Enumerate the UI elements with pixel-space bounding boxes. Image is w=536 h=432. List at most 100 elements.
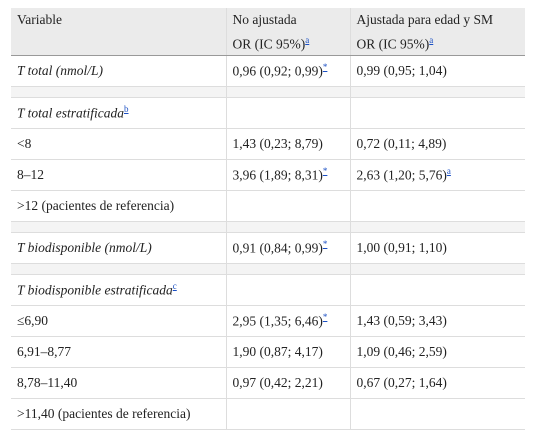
value-cell: 1,43 (0,59; 3,43) <box>349 304 525 337</box>
footnote-marker: a <box>447 165 451 177</box>
value-text: 3,96 (1,89; 8,31) <box>232 167 323 183</box>
footnote-marker: * <box>323 238 328 250</box>
value-cell: 3,96 (1,89; 8,31)* <box>225 158 350 191</box>
section-title-cell: T total (nmol/L) <box>11 54 226 87</box>
section-title: T total estratificada <box>17 105 125 121</box>
header-line: Variable <box>17 12 62 27</box>
footnote-link[interactable]: * <box>322 312 328 323</box>
spacer-row <box>11 85 525 98</box>
footnote-link[interactable]: b <box>124 104 129 115</box>
section-row: T total estratificadab <box>11 96 525 129</box>
value-cell: 0,96 (0,92; 0,99)* <box>225 54 350 87</box>
footnote-link[interactable]: * <box>322 239 328 250</box>
table-body: T total (nmol/L) 0,96 (0,92; 0,99)* 0,99 (… <box>11 54 525 430</box>
row-label: ≤6,90 <box>17 312 49 328</box>
label-cell: 6,91–8,77 <box>11 335 226 368</box>
footnote-marker: a <box>305 34 309 46</box>
row-label: 8–12 <box>17 166 44 182</box>
spacer-row <box>11 220 525 233</box>
value-text: 0,67 (0,27; 1,64) <box>356 374 447 390</box>
spacer-cell <box>11 262 226 275</box>
spacer-cell <box>349 262 525 275</box>
footnote-marker: * <box>323 165 328 177</box>
section-title-cell: T total estratificadab <box>11 96 226 129</box>
row-label: 8,78–11,40 <box>17 374 78 390</box>
row-label: >11,40 (pacientes de referencia) <box>17 405 191 421</box>
label-cell: <8 <box>11 127 226 160</box>
row-label: 6,91–8,77 <box>17 343 71 359</box>
spacer-cell <box>225 262 350 275</box>
footnote-marker: * <box>323 311 328 323</box>
data-row: >11,40 (pacientes de referencia) <box>11 397 525 430</box>
data-row: <8 1,43 (0,23; 8,79) 0,72 (0,11; 4,89) <box>11 127 525 160</box>
value-text: 1,43 (0,59; 3,43) <box>356 312 447 328</box>
spacer-cell <box>225 85 350 98</box>
value-cell <box>225 96 350 129</box>
value-cell <box>225 397 350 430</box>
header-line: OR (IC 95%) <box>232 36 306 52</box>
label-cell: ≤6,90 <box>11 304 226 337</box>
value-cell: 1,43 (0,23; 8,79) <box>225 127 350 160</box>
row-label: <8 <box>17 135 32 151</box>
value-text: 2,95 (1,35; 6,46) <box>232 313 323 329</box>
column-header: Ajustada para edad y SM OR (IC 95%)a <box>349 8 525 56</box>
footnote-marker: a <box>429 34 433 46</box>
footnote-marker: b <box>124 103 129 115</box>
column-header: No ajustada OR (IC 95%)a <box>225 8 350 56</box>
value-text: 1,43 (0,23; 8,79) <box>232 135 323 151</box>
value-text: 1,00 (0,91; 1,10) <box>356 239 447 255</box>
label-cell: >12 (pacientes de referencia) <box>11 189 226 222</box>
value-cell <box>349 96 525 129</box>
value-text: 0,99 (0,95; 1,04) <box>356 62 447 78</box>
value-cell: 1,00 (0,91; 1,10) <box>349 231 525 264</box>
data-row: ≤6,90 2,95 (1,35; 6,46)* 1,43 (0,59; 3,43) <box>11 304 525 337</box>
footnote-marker: c <box>173 280 177 292</box>
value-text: 0,97 (0,42; 2,21) <box>232 374 323 390</box>
value-text: 0,91 (0,84; 0,99) <box>232 240 323 256</box>
footnote-link[interactable]: a <box>305 35 310 45</box>
section-title-cell: T biodisponible (nmol/L) <box>11 231 226 264</box>
value-cell: 1,09 (0,46; 2,59) <box>349 335 525 368</box>
label-cell: >11,40 (pacientes de referencia) <box>11 397 226 430</box>
footnote-link[interactable]: c <box>172 281 177 292</box>
section-row: T biodisponible estratificadac <box>11 273 525 306</box>
value-text: 1,09 (0,46; 2,59) <box>356 343 447 359</box>
section-title-cell: T biodisponible estratificadac <box>11 273 226 306</box>
header-line: OR (IC 95%) <box>356 36 430 52</box>
value-cell: 0,72 (0,11; 4,89) <box>349 127 525 160</box>
row-label: >12 (pacientes de referencia) <box>17 197 175 213</box>
section-row: T biodisponible (nmol/L) 0,91 (0,84; 0,99… <box>11 231 525 264</box>
results-table: Variable No ajustada OR (IC 95%)a Ajustada … <box>11 8 525 430</box>
value-cell: 0,67 (0,27; 1,64) <box>349 366 525 399</box>
value-cell: 0,91 (0,84; 0,99)* <box>225 231 350 264</box>
header-line: No ajustada <box>232 12 297 27</box>
data-row: 8,78–11,40 0,97 (0,42; 2,21) 0,67 (0,27; 1… <box>11 366 525 399</box>
value-cell: 1,90 (0,87; 4,17) <box>225 335 350 368</box>
section-row: T total (nmol/L) 0,96 (0,92; 0,99)* 0,99 (… <box>11 54 525 87</box>
value-cell <box>225 273 350 306</box>
value-cell: 2,95 (1,35; 6,46)* <box>225 304 350 337</box>
value-cell <box>225 189 350 222</box>
spacer-cell <box>11 85 226 98</box>
footnote-link[interactable]: a <box>429 35 434 45</box>
data-row: 6,91–8,77 1,90 (0,87; 4,17) 1,09 (0,46; 2,… <box>11 335 525 368</box>
value-text: 0,96 (0,92; 0,99) <box>232 63 323 79</box>
data-row: 8–12 3,96 (1,89; 8,31)* 2,63 (1,20; 5,76)a <box>11 158 525 191</box>
section-title: T biodisponible (nmol/L) <box>17 239 152 255</box>
footnote-link[interactable]: * <box>322 62 328 73</box>
footnote-link[interactable]: * <box>322 166 328 177</box>
footnote-marker: * <box>323 61 328 73</box>
spacer-cell <box>349 220 525 233</box>
footnote-link[interactable]: a <box>446 166 451 177</box>
spacer-cell <box>11 220 226 233</box>
value-cell: 0,97 (0,42; 2,21) <box>225 366 350 399</box>
header-line: Ajustada para edad y SM <box>356 12 493 27</box>
spacer-row <box>11 262 525 275</box>
spacer-cell <box>349 85 525 98</box>
value-cell <box>349 397 525 430</box>
data-row: >12 (pacientes de referencia) <box>11 189 525 222</box>
section-title: T total (nmol/L) <box>17 62 104 78</box>
value-cell <box>349 273 525 306</box>
spacer-cell <box>225 220 350 233</box>
